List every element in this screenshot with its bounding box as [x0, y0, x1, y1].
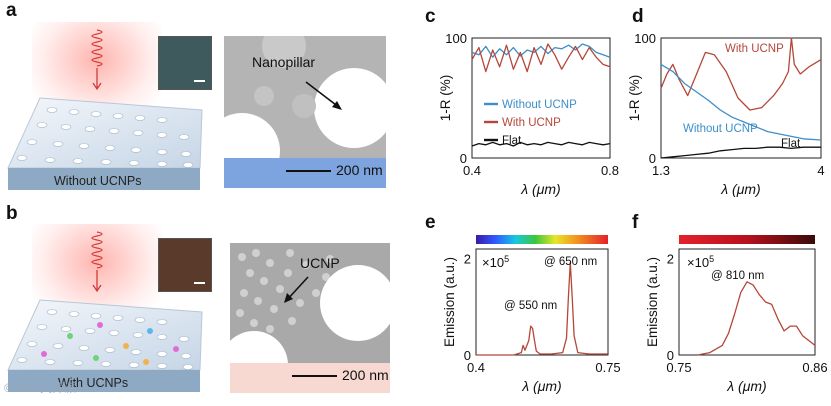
sem-scale-label-b: 200 nm — [342, 367, 389, 383]
chart-panel-d: 1.3 4 0 100 λ (μm) 1-R (%) With UCNP Without UC… — [627, 31, 825, 197]
ytick-label-f: 2 — [667, 252, 674, 267]
legend-label-c: Without UCNP — [502, 99, 577, 111]
xaxis-label-d: λ (μm) — [720, 181, 760, 197]
xtick-label-f: 0.86 — [802, 360, 827, 375]
legend-label-c: Flat — [502, 135, 522, 147]
platform-label-a: Without UCNPs — [54, 174, 142, 188]
inset-scale-bar — [194, 80, 205, 82]
annotation-e: @ 550 nm — [504, 300, 557, 312]
panel-label-c: c — [425, 6, 436, 27]
legend-label-c: With UCNP — [502, 117, 561, 129]
laser-arrow-icon — [92, 68, 102, 91]
xaxis-label-f: λ (μm) — [726, 378, 766, 394]
axes-frame-d — [660, 37, 822, 159]
xaxis-label-e: λ (μm) — [521, 378, 561, 394]
sem-callout-a: Nanopillar — [252, 54, 316, 70]
yaxis-label-e: Emission (a.u.) — [442, 257, 457, 347]
inset-scale-bar — [194, 282, 205, 284]
xaxis-label-c: λ (μm) — [520, 181, 560, 197]
sem-info-bar-b — [230, 363, 390, 393]
ytick-label-e: 0 — [464, 348, 471, 363]
sem-scale-label-a: 200 nm — [336, 162, 383, 178]
axes-frame-c — [471, 37, 611, 159]
sem-image-a: Nanopillar 200 nm — [224, 36, 386, 188]
ytick-label-f: 0 — [667, 348, 674, 363]
xtick-label-d: 4 — [817, 163, 824, 178]
yaxis-label-f: Emission (a.u.) — [645, 257, 660, 347]
panel-label-f: f — [632, 212, 639, 233]
xtick-label-f: 0.75 — [666, 360, 691, 375]
series-c-flat — [471, 141, 611, 147]
ytick-label-c: 100 — [445, 31, 467, 46]
sem-scale-bar-a — [286, 170, 331, 172]
substrate-top — [7, 97, 203, 169]
substrate-front — [8, 168, 200, 190]
schematic-a-drawing — [7, 29, 203, 190]
xtick-label-e: 0.4 — [467, 360, 485, 375]
xtick-label-c: 0.8 — [601, 163, 619, 178]
chart-panel-c: 0.4 0.8 0 100 λ (μm) 1-R (%) Without UCNP With … — [438, 31, 619, 197]
panel-label-e: e — [425, 212, 436, 233]
sem-scale-bar-b — [292, 375, 337, 377]
ytick-label-e: 2 — [464, 252, 471, 267]
watermark: © IOP 大师派 — [4, 381, 76, 395]
nanopillar-array — [16, 309, 194, 370]
xtick-label-d: 1.3 — [652, 163, 670, 178]
axes-frame-e — [475, 248, 609, 356]
chart-panel-e: 0.4 0.75 0 2 λ (μm) Emission (a.u.) @ 650 nm @ … — [442, 235, 620, 394]
ytick-label-d: 100 — [634, 31, 656, 46]
chart-panel-f: 0.75 0.86 0 2 λ (μm) Emission (a.u.) @ 810 nm×… — [645, 235, 827, 394]
ytick-label-c: 0 — [460, 151, 467, 166]
nanopillar-array — [16, 107, 194, 168]
xtick-label-c: 0.4 — [463, 163, 481, 178]
yaxis-label-c: 1-R (%) — [438, 75, 453, 122]
axes-frame-f — [678, 248, 816, 356]
yaxis-label-d: 1-R (%) — [627, 75, 642, 122]
laser-arrow-icon — [92, 270, 102, 293]
ucnp-dots — [41, 322, 179, 365]
annotation-d: Flat — [781, 138, 801, 150]
series-c-with-ucnp — [471, 43, 611, 73]
schematic-b: With UCNPs — [0, 206, 215, 401]
annotation-e: @ 650 nm — [544, 256, 597, 268]
series-d-without-ucnp — [660, 63, 822, 141]
sem-callout-b: UCNP — [300, 255, 340, 271]
panel-label-b: b — [6, 203, 18, 224]
multiplier-e: ×105 — [482, 254, 509, 270]
ucnp-particles — [236, 249, 334, 333]
sem-image-b: UCNP 200 nm — [230, 243, 390, 393]
series-d-with-ucnp — [660, 37, 822, 111]
annotation-d: With UCNP — [725, 43, 784, 55]
substrate-front — [8, 370, 200, 392]
substrate-top — [7, 299, 203, 371]
laser-wave-icon — [91, 29, 103, 67]
xtick-label-e: 0.75 — [595, 360, 620, 375]
sem-info-bar-a — [224, 158, 386, 188]
ytick-label-d: 0 — [649, 151, 656, 166]
series-f-emission — [697, 281, 816, 356]
multiplier-f: ×105 — [687, 254, 714, 270]
annotation-d: Without UCNP — [683, 123, 758, 135]
callout-arrow-icon — [305, 81, 341, 109]
panel-label-a: a — [6, 0, 17, 21]
series-e-emission — [476, 261, 608, 356]
annotation-f: @ 810 nm — [711, 270, 764, 282]
schematic-b-drawing — [7, 231, 203, 392]
schematic-a: Without UCNPs — [0, 0, 215, 195]
laser-wave-icon — [91, 231, 103, 269]
platform-label-b: With UCNPs — [58, 376, 129, 390]
sem-b-drawing — [230, 249, 390, 393]
colorbar-e — [476, 235, 608, 244]
panel-label-d: d — [632, 6, 644, 27]
series-d-flat — [660, 146, 821, 159]
colorbar-f — [679, 235, 815, 244]
